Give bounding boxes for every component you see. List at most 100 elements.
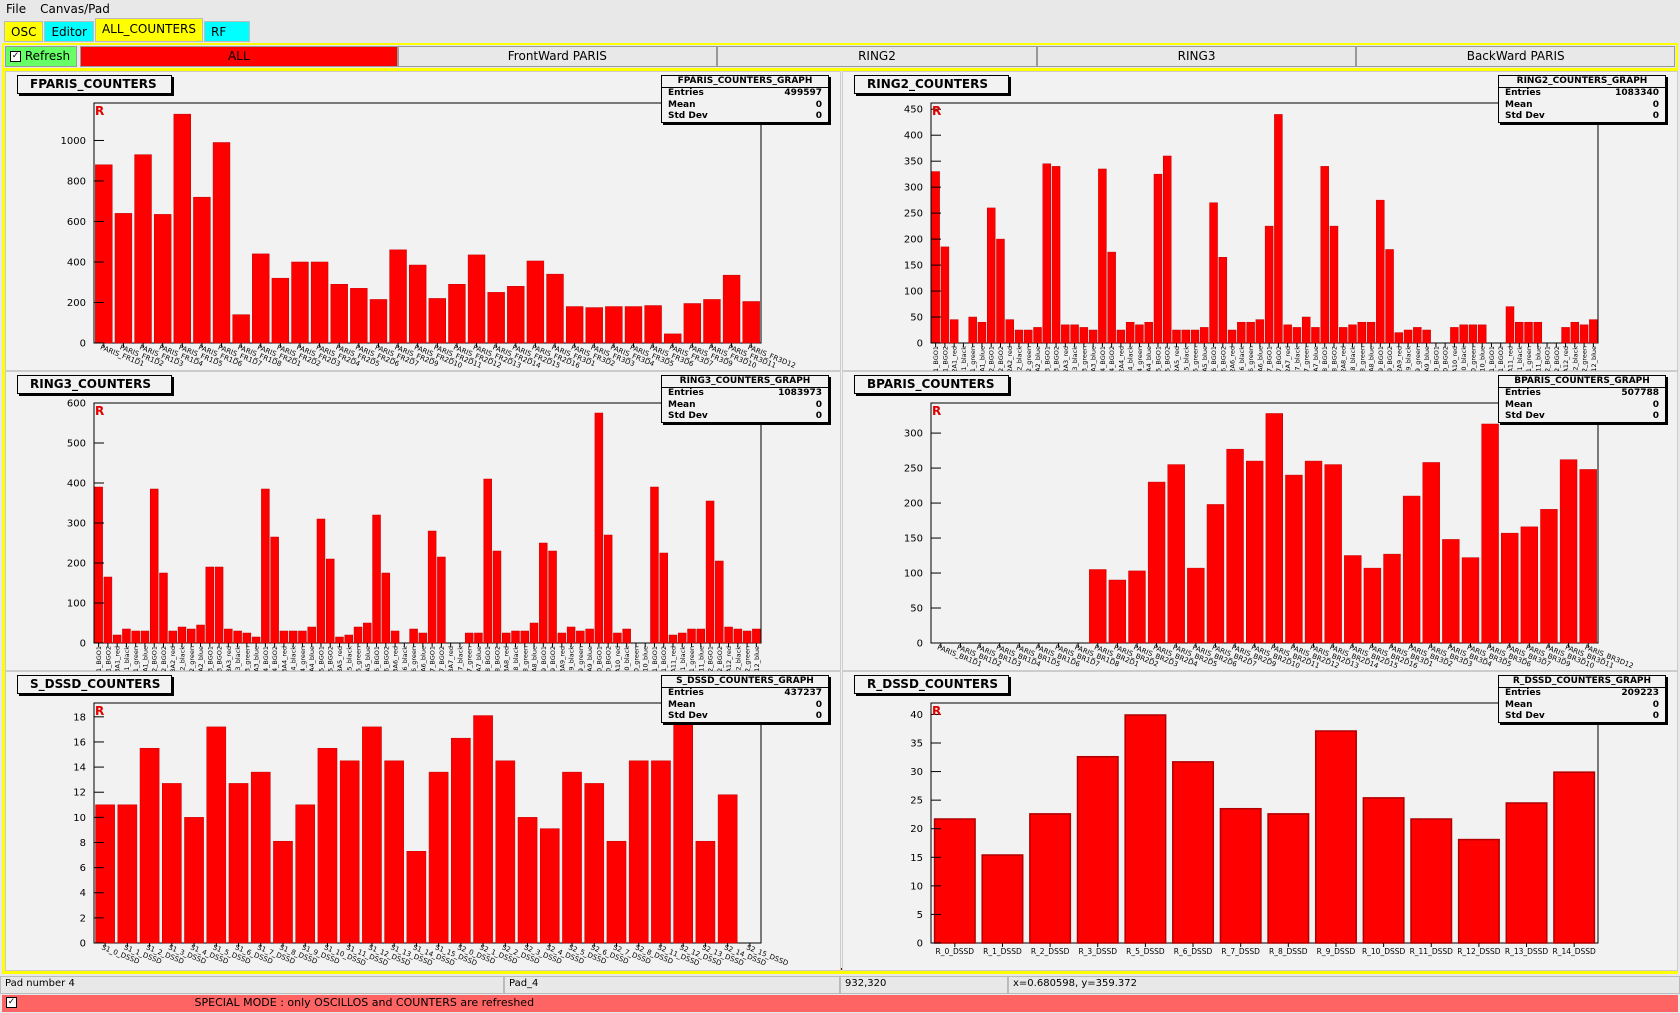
stats-box[interactable]: R_DSSD_COUNTERS_GRAPH Entries 209223 Mean 0 S… bbox=[1498, 675, 1666, 723]
x-tick-label: 3A10_red bbox=[614, 646, 622, 672]
x-tick-label: R_10_DSSD bbox=[1362, 947, 1406, 956]
bar bbox=[1450, 327, 1459, 344]
bar bbox=[1070, 324, 1079, 344]
stats-value: 0 bbox=[815, 111, 822, 121]
frontward-paris-button[interactable]: FrontWard PARIS bbox=[397, 46, 718, 67]
x-tick-label: A10_BGO2 bbox=[605, 646, 613, 672]
stats-row: Std Dev 0 bbox=[662, 711, 828, 723]
bar bbox=[1402, 495, 1421, 644]
bar bbox=[1422, 462, 1440, 644]
counters-canvas[interactable]: PARIS_FR1D1 PARIS_FR1D2 PARIS_FR1D3 PARIS_F… bbox=[2, 68, 1678, 974]
stats-value: 499597 bbox=[784, 88, 822, 98]
histogram-title: S_DSSD_COUNTERS bbox=[17, 675, 172, 694]
x-tick-label: A9_green bbox=[577, 646, 585, 672]
x-tick-label: A2_BGO1 bbox=[988, 346, 996, 372]
menu-canvas-pad[interactable]: Canvas/Pad bbox=[40, 2, 110, 16]
y-tick-label: 0 bbox=[917, 939, 923, 950]
x-tick-label: A5_green bbox=[1192, 346, 1200, 372]
x-tick-label: A6_green bbox=[1247, 346, 1255, 372]
x-tick-label: 2A8_red bbox=[1340, 346, 1348, 372]
x-tick-label: R_13_DSSD bbox=[1505, 947, 1549, 956]
checkbox-icon[interactable]: ✓ bbox=[10, 51, 21, 62]
x-tick-label: 2A11_red bbox=[1506, 346, 1514, 372]
bar bbox=[705, 500, 715, 644]
pad-r-dssd-counters[interactable]: R_0_DSSD R_1_DSSD R_2_DSSD R_3_DSSD R_5_DSSD… bbox=[842, 671, 1678, 971]
y-tick-label: 10 bbox=[910, 881, 923, 892]
stats-value: 507788 bbox=[1621, 388, 1659, 398]
bar bbox=[330, 284, 348, 344]
stats-label: Std Dev bbox=[668, 411, 708, 421]
x-tick-label: 3A2_red bbox=[169, 646, 177, 672]
x-tick-label: A9_black bbox=[1405, 346, 1413, 372]
x-tick-label: A1_green bbox=[969, 346, 977, 372]
x-tick-label: 3A2_blue bbox=[197, 646, 205, 672]
x-tick-label: 3A4_blue bbox=[308, 646, 316, 672]
pad-ring3-counters[interactable]: A1_BGO1 A1_BGO2 3A1_red A1_black A1_green 3A1… bbox=[5, 371, 841, 672]
bar bbox=[1362, 797, 1405, 944]
x-tick-label: 3A11_red bbox=[669, 646, 677, 672]
bar bbox=[418, 632, 428, 644]
bar bbox=[557, 632, 567, 644]
pad-bparis-counters[interactable]: PARIS_BR1D1 PARIS_BR1D2 PARIS_BR1D3 PARIS_B… bbox=[842, 371, 1678, 671]
x-tick-label: A5_black bbox=[1182, 346, 1190, 372]
y-tick-label: 100 bbox=[904, 569, 923, 580]
x-tick-label: A12_BGO1 bbox=[1544, 346, 1552, 372]
y-tick-label: 12 bbox=[73, 788, 86, 799]
y-tick-label: 50 bbox=[910, 604, 923, 615]
bar bbox=[335, 636, 344, 644]
stats-box[interactable]: BPARIS_COUNTERS_GRAPH Entries 507788 Mean 0 S… bbox=[1498, 375, 1666, 423]
ring3-button[interactable]: RING3 bbox=[1036, 46, 1357, 67]
y-tick-label: 10 bbox=[73, 813, 86, 824]
menu-file[interactable]: File bbox=[6, 2, 27, 16]
bar bbox=[1088, 329, 1098, 344]
bar bbox=[487, 292, 505, 344]
tab-rf[interactable]: RF bbox=[204, 21, 250, 42]
ring2-button[interactable]: RING2 bbox=[717, 46, 1037, 67]
bar bbox=[1061, 324, 1070, 344]
pad-s-dssd-counters[interactable]: S1_0_DSSD S1_1_DSSD S1_2_DSSD S1_3_DSSD S1_4… bbox=[5, 671, 841, 971]
x-tick-label: A3_green bbox=[243, 646, 251, 672]
stats-box[interactable]: RING2_COUNTERS_GRAPH Entries 1083340 Mean 0 S… bbox=[1498, 75, 1666, 123]
bar bbox=[1376, 199, 1385, 344]
bar bbox=[1167, 464, 1185, 644]
pad-ring2-counters[interactable]: A1_BGO1 A1_BGO2 2A1_red A1_black A1_green 2A1… bbox=[842, 71, 1678, 372]
y-tick-label: 15 bbox=[910, 853, 923, 864]
bar bbox=[742, 301, 760, 344]
special-mode-bar: ✓ SPECIAL MODE : only OSCILLOS and COUNT… bbox=[2, 995, 1678, 1012]
bar bbox=[539, 542, 548, 644]
plot-frame bbox=[930, 102, 1599, 344]
tab-editor[interactable]: Editor bbox=[44, 21, 94, 42]
x-tick-label: A9_BGO2 bbox=[549, 646, 557, 672]
bar bbox=[548, 550, 557, 644]
x-tick-label: A11_green bbox=[688, 646, 696, 672]
stats-box[interactable]: RING3_COUNTERS_GRAPH Entries 1083973 Mean 0 S… bbox=[661, 375, 829, 423]
stats-box[interactable]: FPARIS_COUNTERS_GRAPH Entries 499597 Mean 0 S… bbox=[661, 75, 829, 123]
bar bbox=[184, 817, 204, 944]
stats-row: Std Dev 0 bbox=[662, 111, 828, 123]
special-mode-checkbox[interactable]: ✓ bbox=[6, 997, 17, 1008]
refresh-checkbox[interactable]: ✓ Refresh bbox=[5, 46, 77, 67]
x-tick-label: R_5_DSSD bbox=[1126, 947, 1165, 956]
stats-box[interactable]: S_DSSD_COUNTERS_GRAPH Entries 437237 Mean 0 S… bbox=[661, 675, 829, 723]
stats-value: 437237 bbox=[784, 688, 822, 698]
bar bbox=[428, 771, 449, 944]
x-tick-label: 2A5_blue bbox=[1201, 346, 1209, 372]
bar bbox=[1226, 448, 1244, 644]
bar bbox=[212, 142, 231, 344]
stats-label: Std Dev bbox=[1505, 111, 1545, 121]
bar bbox=[1559, 459, 1578, 644]
y-tick-label: 100 bbox=[67, 599, 86, 610]
backward-paris-button[interactable]: BackWard PARIS bbox=[1356, 46, 1675, 67]
bar bbox=[448, 284, 466, 344]
x-tick-label: 3A7_red bbox=[447, 646, 455, 672]
tab-all-counters[interactable]: ALL_COUNTERS bbox=[94, 18, 203, 42]
tab-osc[interactable]: OSC bbox=[4, 21, 44, 42]
bar bbox=[1394, 332, 1404, 344]
stats-label: Mean bbox=[1505, 99, 1533, 110]
x-tick-label: A8_BGO2 bbox=[1330, 346, 1338, 372]
x-tick-label: A4_BGO2 bbox=[1108, 346, 1116, 372]
all-button[interactable]: ALL bbox=[79, 46, 398, 67]
pad-fparis-counters[interactable]: PARIS_FR1D1 PARIS_FR1D2 PARIS_FR1D3 PARIS_F… bbox=[5, 71, 841, 371]
bar bbox=[1314, 730, 1357, 944]
bar bbox=[603, 534, 613, 644]
